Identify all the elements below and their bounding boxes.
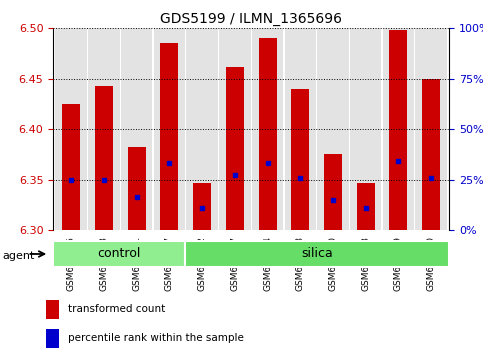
Text: agent: agent xyxy=(2,251,35,261)
Bar xyxy=(46,329,59,348)
Bar xyxy=(252,28,283,230)
Bar xyxy=(185,241,449,267)
Text: silica: silica xyxy=(301,247,333,261)
Bar xyxy=(357,183,375,230)
Bar xyxy=(160,44,178,230)
Bar xyxy=(88,28,120,230)
Bar xyxy=(422,79,440,230)
Bar xyxy=(317,28,349,230)
Text: transformed count: transformed count xyxy=(68,304,165,314)
Bar xyxy=(46,300,59,319)
Bar xyxy=(186,28,218,230)
Bar xyxy=(121,28,152,230)
Text: percentile rank within the sample: percentile rank within the sample xyxy=(68,333,243,343)
Bar xyxy=(226,67,244,230)
Title: GDS5199 / ILMN_1365696: GDS5199 / ILMN_1365696 xyxy=(160,12,342,26)
Bar xyxy=(415,28,447,230)
Bar xyxy=(291,89,309,230)
Bar xyxy=(383,28,414,230)
Bar xyxy=(95,86,113,230)
Bar xyxy=(389,30,408,230)
Bar xyxy=(154,28,185,230)
Text: control: control xyxy=(98,247,141,261)
Bar xyxy=(128,147,145,230)
Bar xyxy=(284,28,316,230)
Bar xyxy=(350,28,382,230)
Bar xyxy=(62,104,80,230)
Bar xyxy=(258,39,277,230)
Bar xyxy=(193,183,211,230)
Bar xyxy=(56,28,87,230)
Bar xyxy=(324,154,342,230)
Bar xyxy=(53,241,185,267)
Bar xyxy=(219,28,251,230)
